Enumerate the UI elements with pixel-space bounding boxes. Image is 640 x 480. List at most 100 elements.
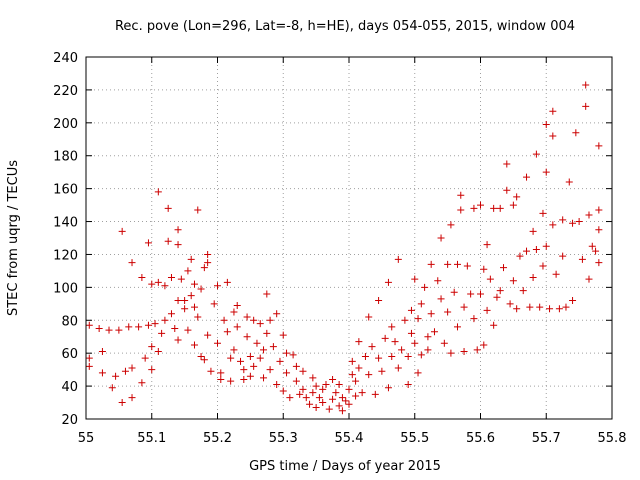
data-point [217, 376, 225, 384]
data-point [105, 326, 113, 334]
data-point [348, 371, 356, 379]
y-axis-label: STEC from uqrg / TECUs [6, 160, 21, 316]
data-point [467, 290, 475, 298]
data-point [289, 351, 297, 359]
data-point [582, 81, 590, 89]
data-point [532, 150, 540, 158]
data-point [190, 280, 198, 288]
data-point [480, 341, 488, 349]
data-point [174, 336, 182, 344]
data-point [496, 204, 504, 212]
data-point [585, 211, 593, 219]
data-point [148, 366, 156, 374]
data-point [552, 270, 560, 278]
data-point [477, 201, 484, 209]
data-point [526, 303, 534, 311]
data-point [427, 260, 435, 268]
data-point [424, 346, 432, 354]
data-point [539, 209, 547, 217]
data-point [375, 297, 383, 305]
data-point [325, 405, 333, 413]
data-point [490, 321, 498, 329]
data-point [513, 193, 521, 201]
data-point [490, 204, 498, 212]
data-point [546, 305, 554, 313]
data-point [135, 323, 143, 331]
data-point [233, 323, 241, 331]
data-point [128, 259, 136, 267]
data-point [519, 287, 527, 295]
y-tick-label: 180 [53, 150, 78, 165]
data-point [444, 308, 452, 316]
x-axis: 55 55.1 55.2 55.3 55.4 55.5 55.6 55.7 55.8 [78, 57, 626, 446]
data-point [352, 377, 360, 385]
data-point [453, 260, 461, 268]
data-point [384, 384, 392, 392]
data-point [542, 168, 550, 176]
data-point [260, 346, 268, 354]
y-tick-label: 100 [53, 281, 78, 296]
data-point [85, 354, 93, 362]
data-point [565, 178, 573, 186]
data-point [292, 362, 300, 370]
data-point [85, 321, 93, 329]
data-point [503, 186, 511, 194]
data-point [309, 374, 317, 382]
data-point [539, 262, 547, 270]
data-point [477, 290, 484, 298]
data-point [398, 346, 406, 354]
data-point [500, 264, 508, 272]
data-point [161, 282, 169, 290]
data-point [506, 300, 514, 308]
data-point [220, 316, 228, 324]
data-point [121, 367, 129, 375]
data-point [283, 349, 291, 357]
data-point [578, 255, 586, 263]
data-point [453, 323, 461, 331]
data-point [240, 376, 248, 384]
data-point [470, 204, 478, 212]
y-tick-label: 240 [53, 51, 78, 66]
data-point [381, 334, 389, 342]
data-point [204, 331, 212, 339]
data-point [161, 316, 169, 324]
data-point [144, 321, 152, 329]
data-point [174, 241, 182, 249]
data-point [444, 260, 452, 268]
data-point [299, 367, 307, 375]
data-point [437, 295, 445, 303]
data-point [329, 376, 337, 384]
data-point [355, 364, 363, 372]
data-point [95, 325, 103, 332]
y-tick-label: 220 [53, 84, 78, 99]
data-point [352, 392, 360, 400]
data-point [309, 389, 317, 397]
data-point [250, 362, 258, 370]
data-point [401, 316, 409, 324]
data-point [388, 323, 396, 331]
data-point [404, 352, 412, 360]
data-point [407, 306, 415, 314]
data-point [200, 356, 208, 364]
data-point [348, 357, 356, 365]
x-tick-label: 55.7 [532, 431, 561, 446]
data-point [243, 313, 251, 321]
data-point [523, 173, 531, 181]
data-point [532, 246, 540, 254]
data-point [181, 305, 189, 313]
data-point [138, 379, 146, 387]
data-point [256, 320, 264, 328]
data-point [237, 357, 245, 365]
y-tick-label: 120 [53, 248, 78, 263]
data-point [243, 333, 251, 341]
data-point [292, 377, 300, 385]
data-point [118, 227, 126, 235]
data-point [483, 306, 491, 314]
data-point [167, 310, 175, 318]
data-point [148, 343, 156, 351]
data-point [371, 390, 379, 398]
data-point [266, 316, 274, 324]
data-point [174, 297, 182, 305]
data-point [184, 326, 192, 334]
